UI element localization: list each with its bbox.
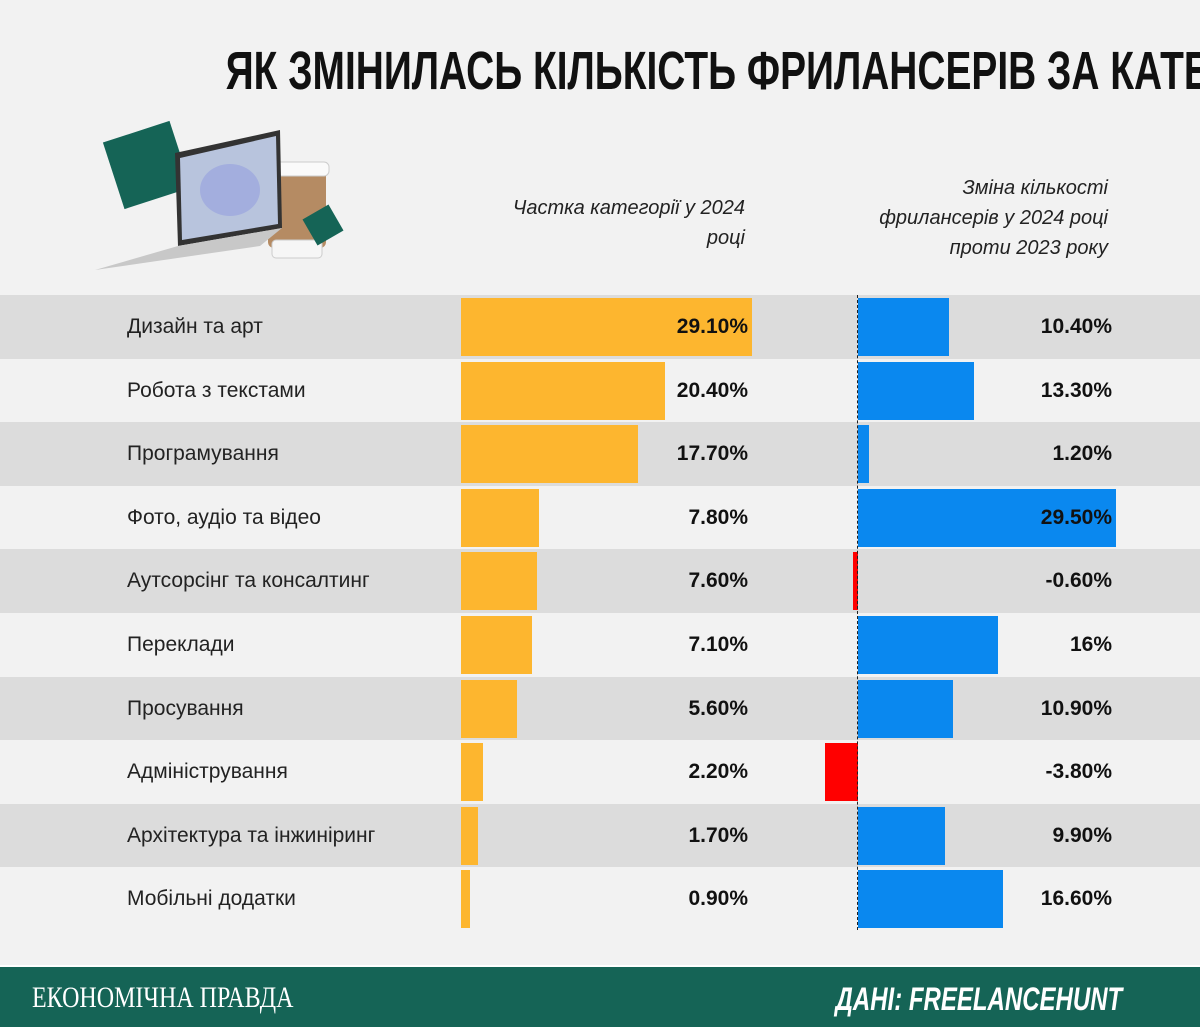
chart-row: Адміністрування 2.20% -3.80% [0,740,1200,805]
category-label: Переклади [127,633,235,656]
chart-row: Переклади 7.10% 16% [0,613,1200,677]
change-bar [858,361,975,420]
share-value: 20.40% [676,378,748,402]
chart-title: ЯК ЗМІНИЛАСЬ КІЛЬКІСТЬ ФРИЛАНСЕРІВ ЗА КА… [225,41,1200,101]
change-value: -3.80% [1045,760,1112,784]
change-bar-negative [824,743,858,802]
change-bar [858,425,869,484]
change-value: 29.50% [1040,505,1112,529]
change-bar [858,806,945,865]
share-bar [461,361,665,420]
col-header-share: Частка категорії у 2024 році [512,197,745,249]
share-value: 2.20% [688,760,748,784]
change-bar [858,488,1117,547]
share-bar [461,743,483,802]
col-header-change: Зміна кількості фрилансерів у 2024 році … [879,177,1108,259]
change-value: 16.60% [1040,887,1112,911]
footer: ЕКОНОМІЧНА ПРАВДА ДАНІ: FREELANCEHUNT [0,965,1200,1027]
chart-row: Просування 5.60% 10.90% [0,676,1200,741]
share-bar [461,298,752,356]
share-value: 5.60% [688,696,748,720]
change-value: 9.90% [1052,823,1112,847]
category-label: Просування [127,696,244,720]
category-label: Архітектура та інжиніринг [127,823,376,847]
data-source: ДАНІ: FREELANCEHUNT [835,981,1122,1017]
chart-row: Дизайн та арт 29.10% 10.40% [0,295,1200,359]
share-bar [461,870,470,929]
chart-row: Програмування 17.70% 1.20% [0,422,1200,487]
laptop-coffee-illustration [95,120,344,270]
chart-row: Аутсорсінг та консалтинг 7.60% -0.60% [0,549,1200,614]
share-bar [461,425,638,484]
brand-logo: ЕКОНОМІЧНА ПРАВДА [32,981,294,1014]
category-label: Мобільні додатки [127,887,296,911]
share-value: 1.70% [688,823,748,847]
change-bar [858,679,954,738]
category-label: Аутсорсінг та консалтинг [127,569,370,593]
zero-axis-line [857,295,858,930]
chart-row: Робота з текстами 20.40% 13.30% [0,358,1200,423]
change-value: 10.40% [1040,315,1112,338]
category-label: Робота з текстами [127,378,306,402]
category-label: Адміністрування [127,760,288,784]
chart-row: Мобільні додатки 0.90% 16.60% [0,867,1200,932]
share-value: 29.10% [676,315,748,338]
category-label: Програмування [127,442,279,466]
share-value: 7.10% [688,633,748,656]
chart-row: Архітектура та інжиніринг 1.70% 9.90% [0,803,1200,868]
change-value: 13.30% [1040,378,1112,402]
chart-row: Фото, аудіо та відео 7.80% 29.50% [0,485,1200,550]
share-bar [461,679,517,738]
category-label: Дизайн та арт [127,315,263,338]
share-bar [461,552,537,611]
change-bar [858,298,949,356]
share-value: 7.60% [688,569,748,593]
share-bar [461,806,478,865]
change-value: 16% [1069,633,1112,656]
change-value: -0.60% [1045,569,1112,593]
change-value: 1.20% [1052,442,1112,466]
share-value: 17.70% [676,442,748,466]
share-value: 7.80% [688,505,748,529]
category-label: Фото, аудіо та відео [127,505,321,529]
change-bar [858,870,1004,929]
change-value: 10.90% [1040,696,1112,720]
change-bar-negative [852,552,858,611]
share-bar [461,616,532,674]
change-bar [858,616,998,674]
share-value: 0.90% [688,887,748,911]
share-bar [461,488,539,547]
